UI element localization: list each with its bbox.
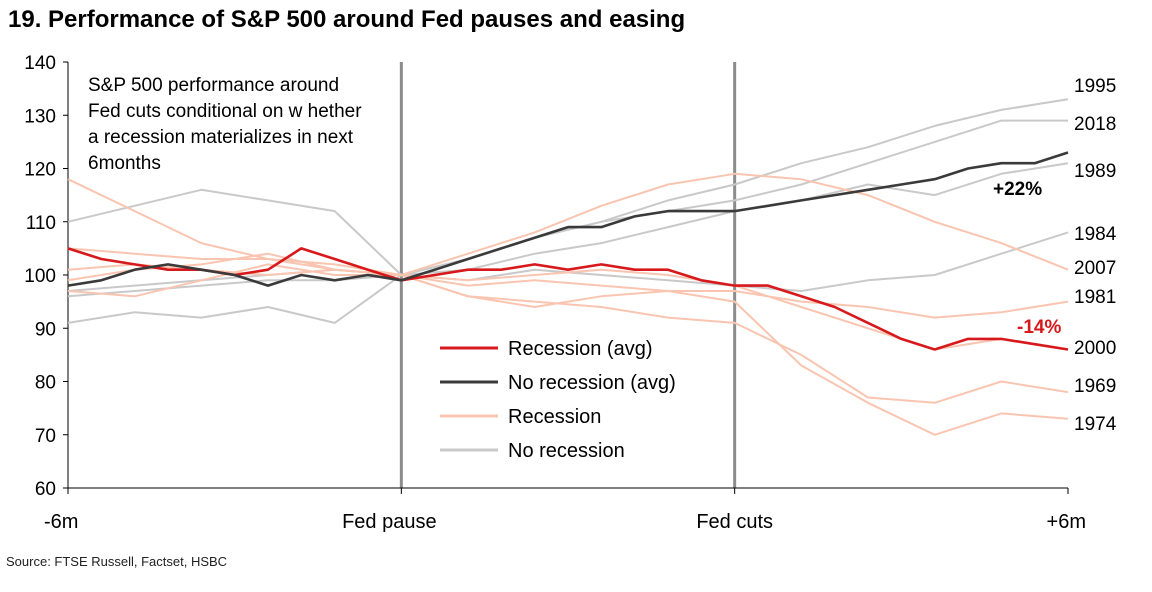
series-1989 bbox=[67, 162, 1069, 276]
legend-label: Recession bbox=[508, 406, 601, 428]
annotation-background bbox=[80, 66, 396, 178]
y-tick-label: 70 bbox=[35, 426, 56, 447]
legend: Recession (avg) No recession (avg) Recessi… bbox=[440, 338, 676, 462]
y-tick-label: 140 bbox=[24, 53, 56, 74]
end-label-1969: 1969 bbox=[1074, 376, 1116, 397]
end-label-1974: 1974 bbox=[1074, 414, 1117, 435]
annotation-line: a recession materializes in next bbox=[88, 127, 354, 148]
annotation-line: 6months bbox=[88, 153, 161, 174]
annotation-line: Fed cuts conditional on w hether bbox=[88, 101, 362, 122]
series-layer bbox=[67, 98, 1069, 436]
legend-label: No recession bbox=[508, 440, 625, 462]
end-label-2018: 2018 bbox=[1074, 114, 1116, 135]
source-note: Source: FTSE Russell, Factset, HSBC bbox=[6, 554, 228, 569]
recession-change-label: -14% bbox=[1017, 317, 1061, 338]
end-label-2007: 2007 bbox=[1074, 258, 1116, 279]
y-tick-label: 90 bbox=[35, 319, 56, 340]
labels-layer: 1995 2018 1989 1984 2007 1981 2000 1969 1974 +22%… bbox=[993, 76, 1117, 435]
end-label-1984: 1984 bbox=[1074, 224, 1117, 245]
series-2018 bbox=[67, 119, 1068, 298]
no-recession-change-label: +22% bbox=[993, 179, 1042, 200]
end-label-2000: 2000 bbox=[1074, 338, 1116, 359]
series-1984 bbox=[67, 231, 1069, 324]
series-1974 bbox=[67, 263, 1069, 436]
chart-title: 19. Performance of S&P 500 around Fed pa… bbox=[8, 6, 686, 33]
end-label-1981: 1981 bbox=[1074, 287, 1116, 308]
series-no-recession-avg bbox=[67, 151, 1069, 287]
legend-label: Recession (avg) bbox=[508, 338, 653, 360]
series-1969 bbox=[67, 247, 1069, 404]
x-tick-label: Fed pause bbox=[342, 511, 437, 533]
legend-label: No recession (avg) bbox=[508, 372, 676, 394]
series-2007 bbox=[67, 172, 1069, 276]
y-tick-label: 120 bbox=[24, 160, 56, 181]
y-tick-label: 110 bbox=[26, 213, 56, 234]
series-recession-avg bbox=[67, 247, 1069, 351]
annotation-line: S&P 500 performance around bbox=[88, 75, 339, 96]
y-tick-label: 60 bbox=[35, 479, 56, 500]
y-tick-label: 80 bbox=[35, 373, 56, 394]
end-label-1989: 1989 bbox=[1074, 161, 1116, 182]
x-tick-label: Fed cuts bbox=[696, 511, 773, 533]
end-label-1995: 1995 bbox=[1074, 76, 1116, 97]
y-tick-label: 130 bbox=[24, 106, 56, 127]
x-tick-label: -6m bbox=[44, 511, 78, 533]
y-tick-label: 100 bbox=[24, 266, 56, 287]
axes-layer: 60 70 80 90 100 110 120 130 140 -6m Fed pause Fed c… bbox=[24, 53, 1086, 533]
annotation-box: S&P 500 performance around Fed cuts condi… bbox=[80, 66, 396, 178]
x-tick-label: +6m bbox=[1047, 511, 1086, 533]
